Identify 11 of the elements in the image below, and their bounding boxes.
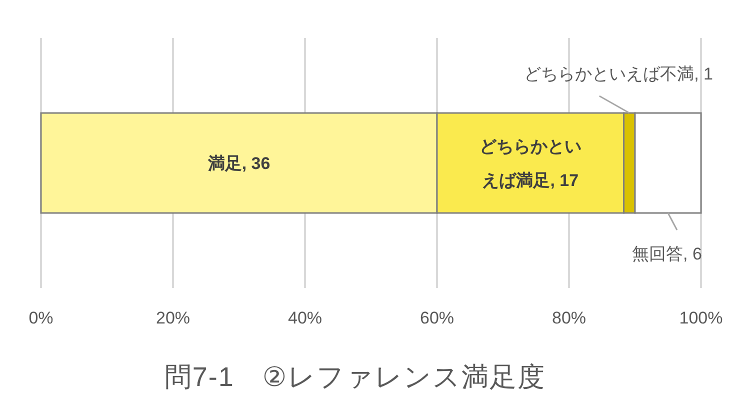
annotation: 無回答, 6 xyxy=(632,244,702,264)
x-tick-label: 20% xyxy=(156,308,190,328)
annotation: どちらかといえば満足, 17 xyxy=(479,136,582,190)
x-tick-label: 0% xyxy=(28,308,54,328)
x-tick-label: 40% xyxy=(288,308,322,328)
x-tick-label: 60% xyxy=(420,308,454,328)
x-tick-label: 100% xyxy=(679,308,723,328)
x-tick-label: 80% xyxy=(552,308,586,328)
annotation: 満足, 36 xyxy=(206,154,270,172)
text: 問7-1 ②レファレンス満足度 xyxy=(164,362,546,392)
annotation: どちらかといえば不満, 1 xyxy=(524,64,713,84)
